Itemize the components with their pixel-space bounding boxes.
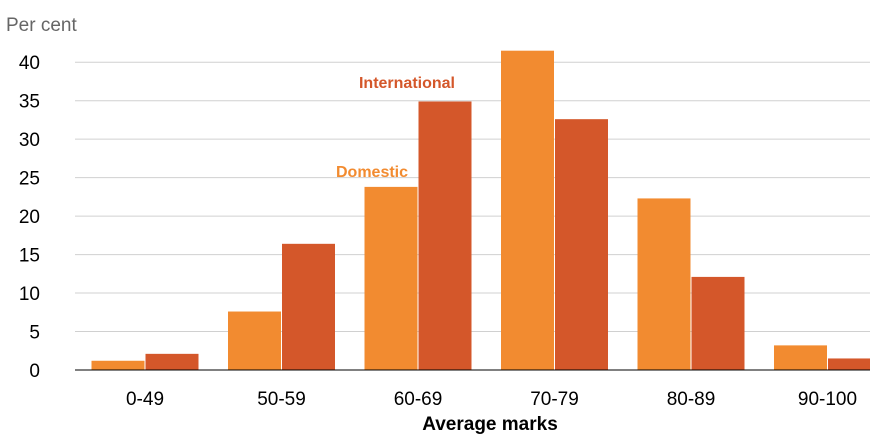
bar-domestic-0-49 — [91, 360, 145, 370]
bar-domestic-70-79 — [501, 50, 554, 370]
x-tick-label: 70-79 — [530, 389, 579, 410]
y-tick-label: 20 — [19, 207, 40, 228]
x-tick-label: 60-69 — [394, 389, 443, 410]
y-tick-label: 10 — [19, 284, 40, 305]
series-label-domestic: Domestic — [336, 164, 408, 181]
gridlines — [75, 61, 870, 333]
bar-international-60-69 — [418, 101, 472, 371]
bar-domestic-90-100 — [774, 345, 827, 370]
bar-domestic-60-69 — [364, 186, 418, 370]
bar-international-70-79 — [555, 119, 608, 370]
y-tick-label: 35 — [19, 92, 40, 113]
x-tick-label: 50-59 — [257, 389, 306, 410]
unit-label: Per cent — [6, 15, 77, 36]
x-tick-label: 90-100 — [798, 389, 857, 410]
bar-domestic-50-59 — [228, 311, 281, 370]
y-tick-label: 5 — [29, 323, 40, 344]
bar-domestic-80-89 — [637, 198, 691, 370]
y-tick-label: 0 — [29, 361, 40, 382]
bars — [91, 50, 870, 371]
bar-international-0-49 — [145, 353, 199, 370]
series-label-international: International — [359, 75, 455, 92]
x-axis-ticks: 0-49 50-59 60-69 70-79 80-89 90-100 — [126, 389, 857, 410]
bar-international-90-100 — [828, 358, 870, 370]
y-tick-label: 40 — [19, 53, 40, 74]
x-tick-label: 0-49 — [126, 389, 164, 410]
y-tick-label: 25 — [19, 169, 40, 190]
y-tick-label: 15 — [19, 246, 40, 267]
y-axis-ticks: 0 5 10 15 20 25 30 35 40 — [19, 53, 40, 382]
bar-international-50-59 — [282, 243, 335, 370]
x-axis-label: Average marks — [422, 414, 558, 435]
x-tick-label: 80-89 — [667, 389, 716, 410]
bar-international-80-89 — [691, 276, 745, 370]
y-tick-label: 30 — [19, 130, 40, 151]
